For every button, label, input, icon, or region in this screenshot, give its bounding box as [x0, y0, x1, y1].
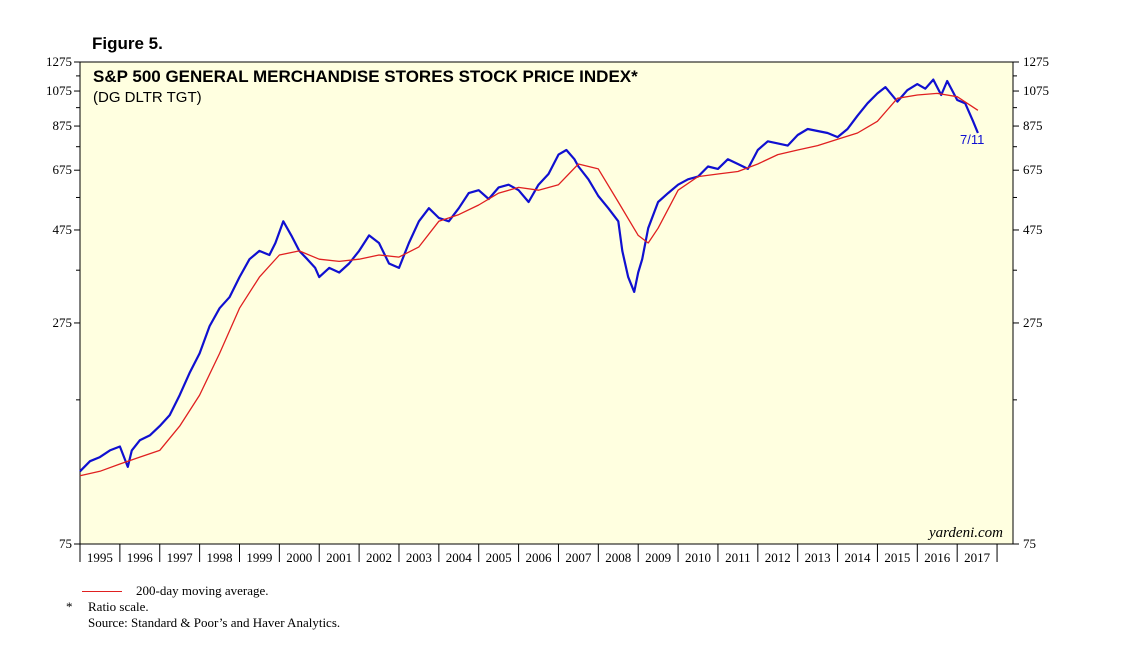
y-tick-label-left: 1075 — [46, 83, 72, 98]
source-note-text: Source: Standard & Poor’s and Haver Anal… — [88, 615, 341, 630]
y-tick-label-left: 1275 — [46, 54, 72, 69]
series-layer — [79, 78, 979, 477]
x-tick-label: 2005 — [486, 550, 512, 565]
y-tick-label-right: 675 — [1023, 162, 1043, 177]
x-tick-label: 1996 — [127, 550, 154, 565]
x-tick-label: 1995 — [87, 550, 113, 565]
x-tick-label: 2015 — [884, 550, 910, 565]
x-tick-label: 1999 — [246, 550, 272, 565]
y-tick-label-right: 275 — [1023, 315, 1043, 330]
x-tick-label: 2009 — [645, 550, 671, 565]
footnote-star: * — [66, 599, 73, 614]
plot-area — [79, 61, 1014, 545]
moving-average-line — [79, 92, 979, 477]
x-tick-label: 2017 — [964, 550, 991, 565]
index-line — [79, 78, 979, 473]
x-tick-label: 2013 — [805, 550, 831, 565]
ma-legend-swatch — [82, 590, 122, 592]
y-tick-label-left: 275 — [53, 315, 73, 330]
y-tick-label-right: 1075 — [1023, 83, 1049, 98]
y-axis: 1275 1275 1075 1075 875 875 675 675 475 475 275 275… — [46, 54, 1049, 551]
legend-row: 200-day moving average. — [66, 583, 340, 599]
source-note: Source: Standard & Poor’s and Haver Anal… — [66, 615, 340, 631]
y-tick-label-left: 675 — [53, 162, 73, 177]
y-tick-label-right: 875 — [1023, 118, 1043, 133]
ratio-note: * Ratio scale. — [66, 599, 340, 615]
end-date-label: 7/11 — [960, 132, 984, 147]
y-tick-label-left: 875 — [53, 118, 73, 133]
x-tick-label: 2012 — [765, 550, 791, 565]
x-tick-label: 2016 — [924, 550, 951, 565]
x-tick-label: 2007 — [565, 550, 592, 565]
x-tick-label: 2011 — [725, 550, 751, 565]
x-tick-label: 2004 — [446, 550, 473, 565]
x-tick-label: 2010 — [685, 550, 711, 565]
x-tick-label: 2002 — [366, 550, 392, 565]
notes: 200-day moving average. * Ratio scale. S… — [66, 583, 340, 631]
x-tick-label: 2003 — [406, 550, 432, 565]
y-tick-label-left: 75 — [59, 536, 72, 551]
y-tick-label-right: 75 — [1023, 536, 1036, 551]
y-tick-label-right: 475 — [1023, 222, 1043, 237]
ratio-note-text: Ratio scale. — [88, 599, 149, 614]
x-tick-label: 2000 — [286, 550, 312, 565]
y-tick-label-right: 1275 — [1023, 54, 1049, 69]
chart-subtitle: (DG DLTR TGT) — [93, 89, 202, 106]
x-tick-label: 2006 — [526, 550, 553, 565]
x-tick-label: 2008 — [605, 550, 631, 565]
chart-title: S&P 500 GENERAL MERCHANDISE STORES STOCK… — [93, 67, 638, 86]
legend-label: 200-day moving average. — [136, 583, 269, 598]
x-tick-label: 1997 — [167, 550, 194, 565]
y-tick-label-left: 475 — [53, 222, 73, 237]
x-tick-label: 2001 — [326, 550, 352, 565]
x-tick-label: 2014 — [845, 550, 872, 565]
credit-label: yardeni.com — [927, 525, 1003, 541]
x-tick-label: 1998 — [207, 550, 233, 565]
figure-label: Figure 5. — [92, 34, 163, 53]
x-axis: 1995 1996 1997 1998 1999 2000 2001 2002 2003 2004… — [79, 544, 998, 565]
